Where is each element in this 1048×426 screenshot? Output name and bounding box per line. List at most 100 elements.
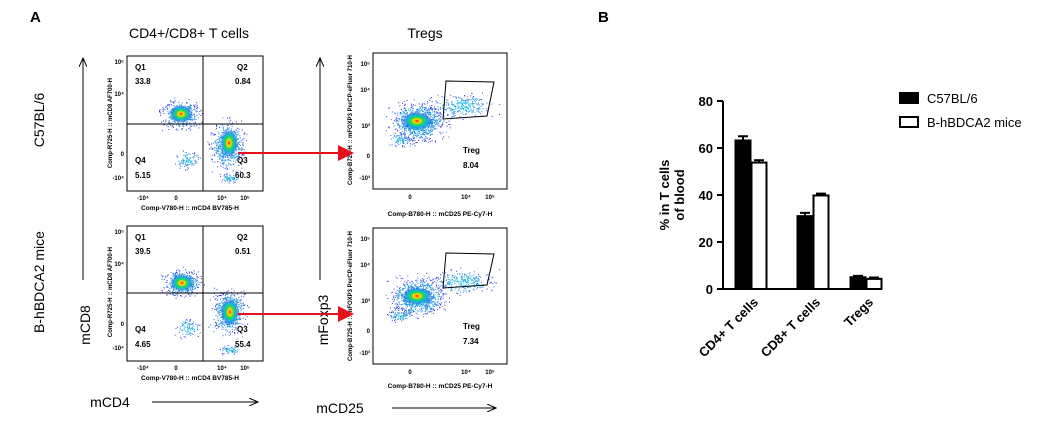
treg-gate bbox=[442, 80, 495, 120]
event-dot bbox=[439, 120, 441, 122]
event-dot bbox=[442, 297, 444, 299]
event-dot bbox=[426, 112, 428, 114]
event-dot bbox=[423, 103, 425, 104]
event-dot bbox=[474, 115, 476, 117]
event-dot bbox=[188, 328, 190, 330]
event-dot bbox=[470, 108, 472, 110]
event-dot bbox=[215, 298, 217, 300]
event-dot bbox=[187, 330, 189, 332]
event-dot bbox=[410, 103, 412, 105]
event-dot bbox=[405, 109, 407, 111]
event-dot bbox=[238, 296, 240, 298]
event-dot bbox=[489, 282, 491, 284]
event-dot bbox=[221, 163, 223, 165]
event-dot bbox=[400, 312, 402, 314]
event-dot bbox=[420, 136, 422, 138]
event-dot bbox=[435, 278, 437, 280]
event-dot bbox=[461, 102, 463, 104]
event-dot bbox=[479, 99, 481, 101]
event-dot bbox=[195, 121, 196, 123]
event-dot bbox=[441, 280, 443, 282]
event-dot bbox=[404, 107, 406, 109]
event-dot bbox=[436, 286, 438, 288]
event-dot bbox=[235, 161, 236, 163]
event-dot bbox=[413, 135, 415, 137]
event-dot bbox=[200, 109, 202, 111]
event-dot bbox=[239, 308, 241, 310]
event-dot bbox=[466, 281, 467, 283]
event-dot bbox=[404, 136, 406, 138]
event-dot bbox=[402, 278, 404, 280]
event-dot bbox=[476, 288, 478, 290]
event-dot bbox=[442, 107, 444, 109]
event-dot bbox=[464, 102, 466, 104]
event-dot bbox=[222, 293, 224, 295]
event-dot bbox=[237, 293, 239, 295]
event-dot bbox=[238, 141, 240, 143]
event-dot bbox=[433, 288, 435, 290]
event-dot bbox=[402, 112, 404, 114]
event-dot bbox=[165, 121, 167, 122]
event-dot bbox=[396, 119, 398, 121]
event-dot bbox=[412, 283, 414, 285]
event-dot bbox=[195, 278, 197, 280]
event-dot bbox=[225, 176, 227, 178]
event-dot bbox=[437, 94, 439, 96]
event-dot bbox=[217, 141, 219, 143]
event-dot bbox=[461, 99, 463, 101]
event-dot bbox=[470, 283, 472, 284]
quadrant-value: 60.3 bbox=[235, 171, 251, 180]
event-dot bbox=[229, 181, 231, 183]
event-dot bbox=[229, 179, 231, 181]
event-dot bbox=[456, 270, 458, 272]
event-dot bbox=[449, 283, 450, 285]
event-dot bbox=[466, 106, 468, 107]
event-dot bbox=[460, 112, 462, 114]
event-dot bbox=[190, 105, 192, 106]
event-dot bbox=[241, 304, 243, 306]
event-dot bbox=[449, 110, 451, 112]
event-dot bbox=[399, 112, 401, 113]
event-dot bbox=[207, 141, 209, 143]
event-dot bbox=[190, 119, 192, 121]
event-dot bbox=[408, 285, 410, 287]
event-dot bbox=[453, 96, 455, 98]
event-dot bbox=[192, 322, 194, 324]
event-dot bbox=[407, 275, 409, 277]
event-dot bbox=[440, 299, 442, 301]
event-dot bbox=[456, 97, 457, 99]
treg-gate-name: Treg bbox=[463, 146, 480, 155]
event-dot bbox=[404, 309, 406, 311]
event-dot bbox=[437, 113, 439, 115]
event-dot bbox=[218, 154, 220, 156]
event-dot bbox=[236, 338, 238, 340]
event-dot bbox=[455, 279, 457, 281]
event-dot bbox=[196, 161, 198, 163]
event-dot bbox=[222, 132, 224, 134]
event-dot bbox=[238, 315, 240, 317]
event-dot bbox=[177, 273, 178, 275]
event-dot bbox=[423, 112, 425, 114]
y-tick-label: 10³ bbox=[361, 123, 370, 130]
event-dot bbox=[222, 163, 224, 165]
event-dot bbox=[451, 289, 453, 291]
event-dot bbox=[403, 126, 405, 128]
event-dot bbox=[439, 111, 441, 113]
panel-b-label: B bbox=[598, 9, 609, 26]
event-dot bbox=[450, 269, 452, 271]
event-dot bbox=[411, 106, 413, 108]
event-dot bbox=[468, 110, 470, 112]
event-dot bbox=[185, 161, 187, 163]
event-dot bbox=[463, 102, 465, 104]
event-dot bbox=[427, 302, 429, 304]
event-dot bbox=[217, 149, 219, 151]
event-dot bbox=[215, 325, 217, 326]
event-dot bbox=[433, 301, 435, 303]
event-dot bbox=[166, 107, 168, 109]
event-dot bbox=[427, 137, 429, 139]
event-dot bbox=[438, 117, 440, 119]
event-dot bbox=[195, 119, 197, 120]
event-dot bbox=[432, 130, 434, 132]
event-dot bbox=[426, 302, 428, 304]
event-dot bbox=[393, 120, 395, 122]
